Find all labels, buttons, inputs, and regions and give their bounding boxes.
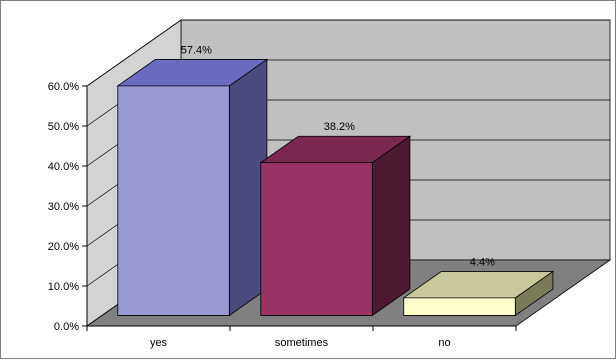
y-tick-label: 60.0%	[48, 81, 79, 93]
bar-side	[371, 135, 411, 317]
y-tick-label: 0.0%	[54, 321, 79, 333]
x-tick-label: no	[438, 337, 450, 349]
x-tick-label: sometimes	[275, 337, 329, 349]
bar-front	[403, 297, 516, 316]
bar-yes	[116, 58, 269, 317]
data-label: 38.2%	[324, 121, 355, 133]
y-tick-label: 40.0%	[48, 161, 79, 173]
data-label: 57.4%	[181, 44, 212, 56]
bar-front	[117, 85, 230, 316]
bar-sometimes	[259, 135, 412, 317]
y-tick-label: 20.0%	[48, 241, 79, 253]
x-tick-label: yes	[150, 337, 168, 349]
bar-no	[402, 270, 555, 317]
data-label: 4.4%	[470, 256, 495, 268]
y-tick-label: 10.0%	[48, 281, 79, 293]
bar-front	[260, 162, 373, 316]
y-tick-label: 30.0%	[48, 201, 79, 213]
y-tick-label: 50.0%	[48, 121, 79, 133]
gridline	[86, 19, 610, 87]
